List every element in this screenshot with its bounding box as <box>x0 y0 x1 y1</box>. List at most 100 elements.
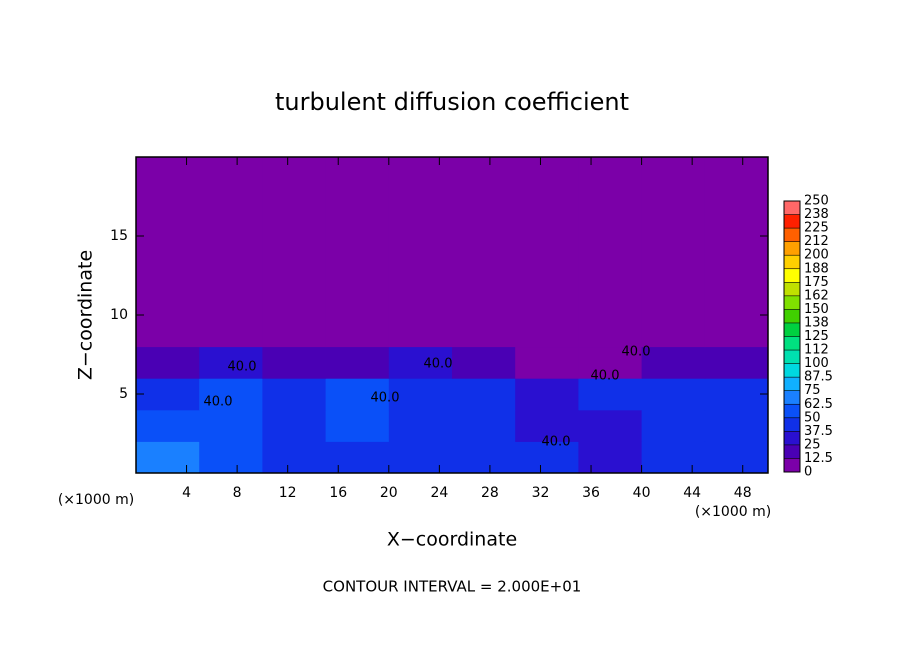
y-axis-label: Z−coordinate <box>75 250 97 380</box>
cell <box>388 378 453 411</box>
colorbar-swatch <box>784 390 800 405</box>
colorbar-swatch <box>784 336 800 351</box>
x-tick-label: 40 <box>633 485 651 501</box>
cell <box>388 409 453 442</box>
cell <box>704 441 769 474</box>
footer: CONTOUR INTERVAL = 2.000E+01 <box>323 578 582 596</box>
colorbar-label: 87.5 <box>804 370 833 385</box>
cell <box>325 441 390 474</box>
cell <box>578 346 643 379</box>
cell <box>641 409 706 442</box>
cell <box>325 157 390 348</box>
cell <box>199 378 263 411</box>
colorbar-label: 37.5 <box>804 424 833 439</box>
cell <box>136 157 200 348</box>
colorbar-swatch <box>784 458 800 472</box>
cell <box>641 441 706 474</box>
colorbar-swatch <box>784 268 800 283</box>
colorbar-swatch <box>784 295 800 310</box>
y-unit: (×1000 m) <box>58 492 134 508</box>
cell <box>325 378 390 411</box>
x-tick-label: 36 <box>582 485 600 501</box>
cell <box>388 441 453 474</box>
cell <box>578 157 643 348</box>
cell <box>262 346 327 379</box>
cell <box>136 346 200 379</box>
colorbar-swatch <box>784 377 800 391</box>
x-tick-label: 24 <box>430 485 448 501</box>
x-tick-label: 8 <box>233 485 242 501</box>
colorbar-label: 125 <box>804 329 829 344</box>
cell <box>578 441 643 474</box>
cell <box>199 346 263 379</box>
colorbar-swatch <box>784 201 800 215</box>
contour-label: 40.0 <box>591 369 620 384</box>
cell <box>641 378 706 411</box>
colorbar-swatch <box>784 404 800 418</box>
contour-label: 40.0 <box>542 435 571 450</box>
cell <box>641 346 706 379</box>
cell <box>515 157 579 348</box>
colorbar-label: 138 <box>804 315 829 330</box>
colorbar-swatch <box>784 322 800 337</box>
colorbar-swatch <box>784 363 800 378</box>
colorbar-swatch <box>784 417 800 432</box>
colorbar-label: 238 <box>804 207 829 222</box>
cell <box>704 346 769 379</box>
colorbar-swatch <box>784 241 800 256</box>
chart-title: turbulent diffusion coefficient <box>275 88 629 116</box>
cell <box>641 157 706 348</box>
cell <box>578 378 643 411</box>
cell <box>388 157 453 348</box>
contour-label: 40.0 <box>204 395 233 410</box>
cell <box>136 409 200 442</box>
contour-label: 40.0 <box>371 391 400 406</box>
colorbar-label: 250 <box>804 194 829 209</box>
colorbar-label: 75 <box>804 383 821 398</box>
cell <box>136 441 200 474</box>
cell <box>199 441 263 474</box>
x-tick-label: 44 <box>683 485 701 501</box>
colorbar-label: 212 <box>804 234 829 249</box>
cell <box>452 346 516 379</box>
colorbar-swatch <box>784 228 800 242</box>
cell <box>578 409 643 442</box>
cell <box>262 441 327 474</box>
cell <box>452 378 516 411</box>
cell <box>452 157 516 348</box>
contour-label: 40.0 <box>228 360 257 375</box>
cell <box>452 441 516 474</box>
cell <box>325 346 390 379</box>
cell <box>704 378 769 411</box>
colorbar-label: 0 <box>804 465 812 480</box>
x-tick-label: 20 <box>380 485 398 501</box>
x-tick-label: 4 <box>182 485 191 501</box>
cell <box>262 157 327 348</box>
cell <box>515 409 579 442</box>
colorbar-label: 200 <box>804 248 829 263</box>
cell <box>199 409 263 442</box>
y-tick-label: 15 <box>110 228 128 244</box>
cell <box>704 157 769 348</box>
colorbar-swatch <box>784 444 800 459</box>
x-unit: (×1000 m) <box>695 504 771 520</box>
cell <box>199 157 263 348</box>
cell <box>262 409 327 442</box>
colorbar-label: 162 <box>804 288 829 303</box>
colorbar-swatch <box>784 255 800 269</box>
cell <box>136 378 200 411</box>
colorbar-swatch <box>784 214 800 229</box>
cell <box>515 441 579 474</box>
contour-label: 40.0 <box>424 357 453 372</box>
colorbar-label: 188 <box>804 261 829 276</box>
cell <box>515 378 579 411</box>
colorbar-swatch <box>784 431 800 445</box>
cell <box>325 409 390 442</box>
x-tick-label: 28 <box>481 485 499 501</box>
colorbar-label: 62.5 <box>804 397 833 412</box>
x-tick-label: 32 <box>532 485 550 501</box>
colorbar-label: 12.5 <box>804 451 833 466</box>
cell <box>704 409 769 442</box>
y-tick-label: 5 <box>119 386 128 402</box>
